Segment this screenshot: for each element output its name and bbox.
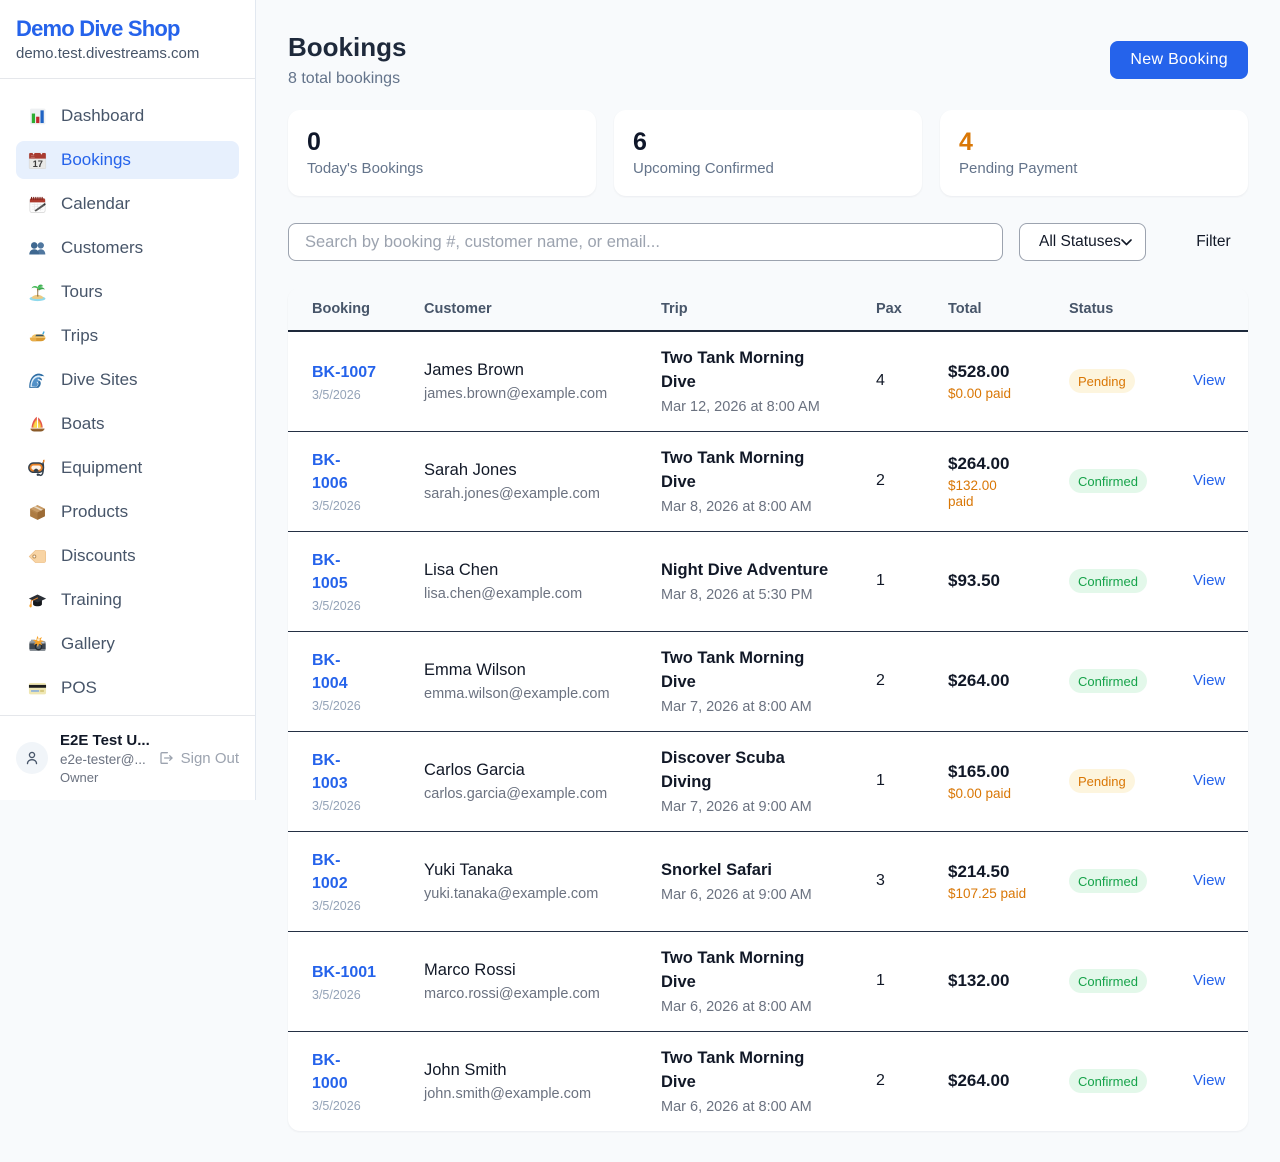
svg-text:17: 17 [33,159,43,169]
